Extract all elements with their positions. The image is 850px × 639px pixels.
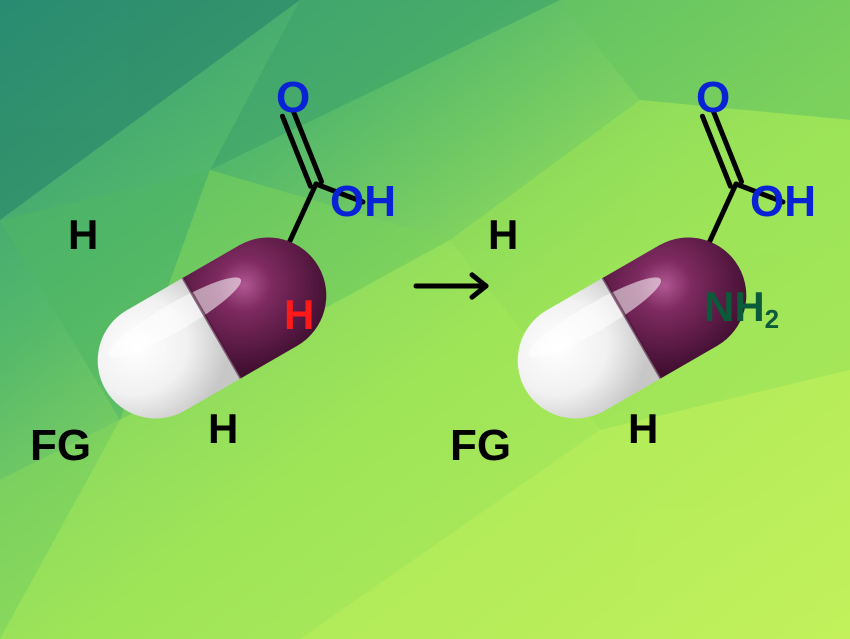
right-label-H_upL: H (488, 214, 518, 256)
right-label-OH: OH (750, 180, 816, 224)
left-label-H_upL: H (68, 214, 98, 256)
diagram-stage: O OH H H H FG O OH H NH2 H FG (0, 0, 850, 639)
right-label-O: O (696, 76, 730, 120)
reaction-arrow (416, 275, 486, 297)
left-label-O: O (276, 76, 310, 120)
left-label-OH: OH (330, 180, 396, 224)
right-label-H_lowR: H (628, 408, 658, 450)
left-label-FG: FG (30, 424, 91, 468)
left-label-H_lowR: H (208, 408, 238, 450)
left-label-H_red: H (284, 294, 314, 336)
molecule-left (76, 112, 363, 440)
right-label-NH2: NH2 (704, 286, 779, 328)
right-label-FG: FG (450, 424, 511, 468)
molecule-right (496, 112, 783, 440)
